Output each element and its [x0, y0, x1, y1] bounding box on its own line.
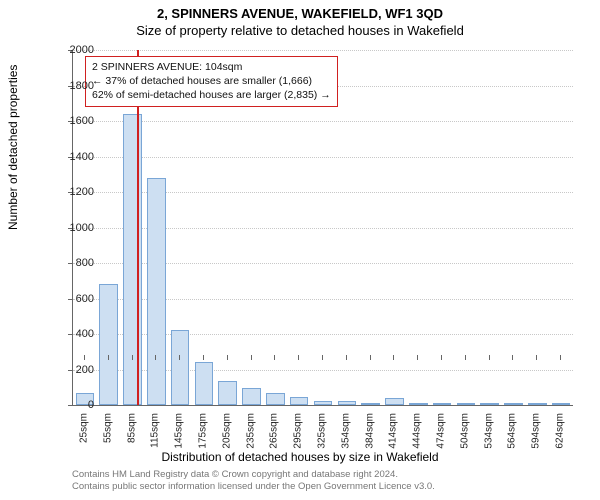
bar [147, 178, 166, 405]
gridline [73, 157, 573, 158]
bar [171, 330, 190, 405]
xtick-mark [489, 355, 490, 360]
xtick-mark [370, 355, 371, 360]
bar [528, 403, 547, 405]
ytick-label: 600 [54, 293, 94, 305]
footer-line-1: Contains HM Land Registry data © Crown c… [72, 469, 435, 481]
ytick-label: 1000 [54, 222, 94, 234]
xtick-mark [465, 355, 466, 360]
xtick-label: 594sqm [531, 413, 542, 449]
xtick-mark [108, 355, 109, 360]
title-line-1: 2, SPINNERS AVENUE, WAKEFIELD, WF1 3QD [0, 0, 600, 21]
bar [409, 403, 428, 405]
xtick-label: 175sqm [197, 413, 208, 449]
xtick-mark [84, 355, 85, 360]
xtick-label: 444sqm [412, 413, 423, 449]
xtick-mark [393, 355, 394, 360]
xtick-label: 414sqm [388, 413, 399, 449]
xtick-label: 624sqm [555, 413, 566, 449]
xtick-mark [346, 355, 347, 360]
xtick-label: 265sqm [269, 413, 280, 449]
bar [218, 381, 237, 405]
bar [290, 397, 309, 405]
bar [266, 393, 285, 405]
bar [480, 403, 499, 405]
xtick-label: 235sqm [245, 413, 256, 449]
bar [457, 403, 476, 405]
info-line-2: ← 37% of detached houses are smaller (1,… [92, 74, 331, 88]
xtick-label: 25sqm [78, 413, 89, 443]
ytick-label: 1400 [54, 151, 94, 163]
chart-container: 2, SPINNERS AVENUE, WAKEFIELD, WF1 3QD S… [0, 0, 600, 500]
title-line-2: Size of property relative to detached ho… [0, 21, 600, 38]
bar [123, 114, 142, 405]
ytick-label: 2000 [54, 44, 94, 56]
xtick-mark [251, 355, 252, 360]
bar [242, 388, 261, 405]
bar [433, 403, 452, 405]
xtick-mark [274, 355, 275, 360]
bar [504, 403, 523, 405]
ytick-label: 800 [54, 257, 94, 269]
info-line-1: 2 SPINNERS AVENUE: 104sqm [92, 60, 331, 74]
gridline [73, 50, 573, 51]
ytick-label: 0 [54, 399, 94, 411]
ytick-label: 400 [54, 328, 94, 340]
xtick-label: 55sqm [102, 413, 113, 443]
bar [314, 401, 333, 405]
bar [195, 362, 214, 405]
xtick-label: 384sqm [364, 413, 375, 449]
xtick-mark [227, 355, 228, 360]
bar [361, 403, 380, 405]
xtick-mark [417, 355, 418, 360]
bar [552, 403, 571, 405]
x-axis-label: Distribution of detached houses by size … [0, 450, 600, 464]
bar [338, 401, 357, 405]
xtick-label: 295sqm [293, 413, 304, 449]
ytick-label: 1600 [54, 115, 94, 127]
footer: Contains HM Land Registry data © Crown c… [72, 469, 435, 494]
footer-line-2: Contains public sector information licen… [72, 481, 435, 493]
xtick-mark [203, 355, 204, 360]
xtick-mark [298, 355, 299, 360]
xtick-label: 534sqm [483, 413, 494, 449]
xtick-mark [155, 355, 156, 360]
bar [385, 398, 404, 405]
gridline [73, 121, 573, 122]
info-box: 2 SPINNERS AVENUE: 104sqm ← 37% of detac… [85, 56, 338, 107]
xtick-mark [322, 355, 323, 360]
xtick-label: 354sqm [340, 413, 351, 449]
xtick-mark [132, 355, 133, 360]
xtick-mark [441, 355, 442, 360]
ytick-label: 200 [54, 364, 94, 376]
xtick-label: 115sqm [150, 413, 161, 448]
y-axis-label: Number of detached properties [6, 65, 20, 230]
xtick-mark [560, 355, 561, 360]
xtick-mark [536, 355, 537, 360]
xtick-label: 145sqm [174, 413, 185, 449]
info-line-3: 62% of semi-detached houses are larger (… [92, 88, 331, 102]
xtick-label: 474sqm [436, 413, 447, 449]
xtick-label: 205sqm [221, 413, 232, 449]
xtick-label: 504sqm [459, 413, 470, 449]
xtick-label: 564sqm [507, 413, 518, 449]
xtick-label: 85sqm [126, 413, 137, 443]
ytick-label: 1800 [54, 80, 94, 92]
xtick-label: 325sqm [317, 413, 328, 449]
bar [99, 284, 118, 405]
xtick-mark [179, 355, 180, 360]
ytick-label: 1200 [54, 186, 94, 198]
xtick-mark [512, 355, 513, 360]
